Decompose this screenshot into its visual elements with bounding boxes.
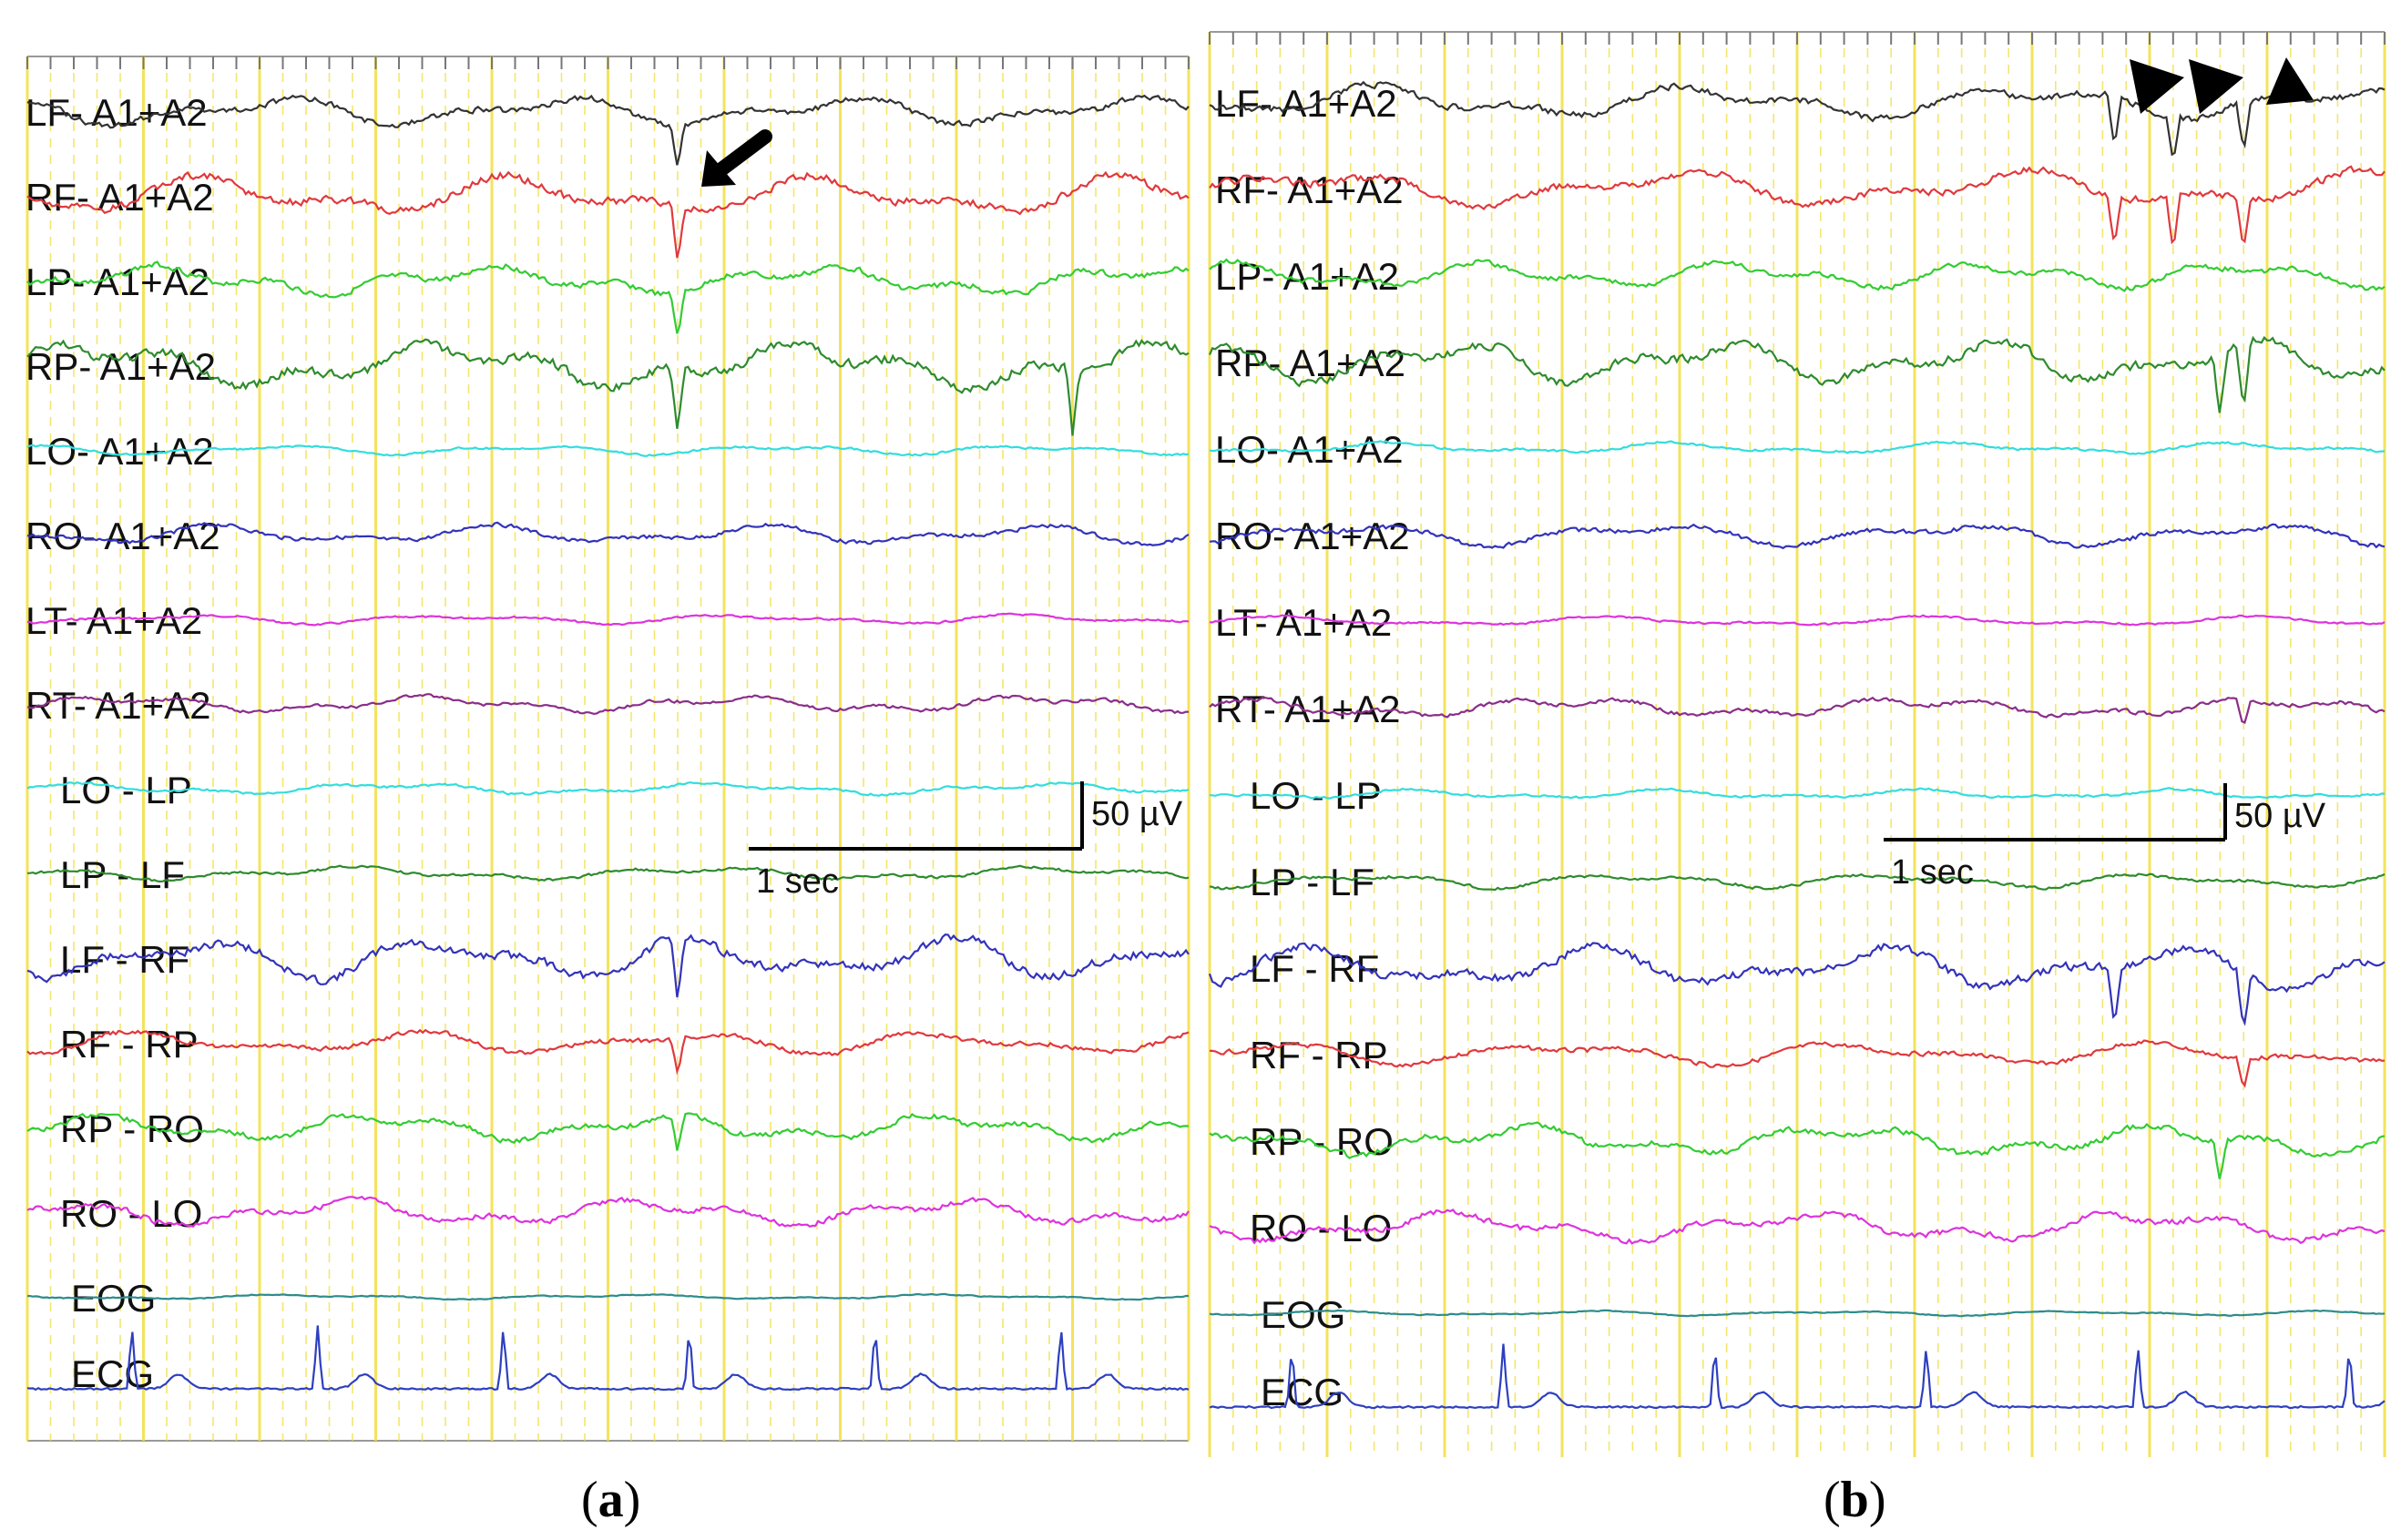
channel-label: LP- A1+A2 [1215,255,1399,298]
channel-eog: EOG [1209,1293,2386,1336]
channel-label: LO - LP [60,769,192,811]
channel-trace [26,933,1190,998]
channel-trace [26,864,1190,883]
spike-arrow-marker [701,129,772,187]
channel-label: LF - RF [1250,947,1379,990]
channel-lo-a1-a2: LO- A1+A2 [26,430,1190,473]
channel-lo-lp: LO - LP [26,769,1190,811]
channel-trace [1209,696,2386,725]
channel-rp-ro: RP - RO [1209,1120,2386,1179]
channel-label: RP - RO [1250,1120,1394,1163]
channel-trace [26,780,1190,797]
panel-a-caption: (a) [581,1472,641,1528]
channel-label: LF- A1+A2 [1215,82,1397,125]
channel-trace [1209,1343,2386,1410]
channel-ecg: ECG [1209,1343,2386,1413]
channel-label: RP- A1+A2 [1215,342,1405,384]
channel-trace [1208,942,2386,1026]
channel-label: RT- A1+A2 [1215,688,1401,730]
channel-trace [1209,258,2386,292]
channel-trace [26,94,1190,166]
channel-label: RO- A1+A2 [26,515,220,557]
eeg-panel-b: LF- A1+A2 RF- A1+A2 LP- A1+A2 RP- A1+A2 LO- … [1208,31,2386,1457]
channel-trace [1209,872,2386,892]
panel-b-caption: (b) [1824,1472,1886,1528]
channel-trace [1209,440,2386,455]
channel-trace [1208,335,2386,413]
grid [1208,31,2386,1457]
channel-lp-lf: LP - LF [1209,861,2386,903]
channel-lt-a1-a2: LT- A1+A2 [26,599,1190,642]
channel-lp-lf: LP - LF [26,853,1190,896]
channel-trace [26,692,1190,716]
channel-label: RP- A1+A2 [26,345,216,388]
time-scale-label: 1 sec [756,862,839,901]
channel-trace [26,1028,1190,1076]
channel-rp-a1-a2: RP- A1+A2 [26,338,1190,436]
channel-label: LF- A1+A2 [26,91,208,134]
channel-lp-a1-a2: LP- A1+A2 [26,260,1190,334]
channel-rt-a1-a2: RT- A1+A2 [1209,688,2386,730]
channel-label: RT- A1+A2 [26,684,211,727]
channel-trace [1209,80,2386,157]
channel-trace [1209,165,2386,245]
spike-arrow-marker [2130,59,2184,114]
channel-label: RO- A1+A2 [1215,515,1410,557]
channel-eog: EOG [26,1277,1189,1320]
channel-label: ECG [1261,1371,1344,1413]
spike-arrow-marker [2189,59,2243,114]
amplitude-scale-label: 50 µV [2234,797,2326,835]
time-scale-label: 1 sec [1891,853,1974,892]
eeg-panel-a: LF- A1+A2 RF- A1+A2 LP- A1+A2 RP- A1+A2 LO- … [26,56,1190,1442]
channel-lo-a1-a2: LO- A1+A2 [1209,428,2386,471]
channel-lt-a1-a2: LT- A1+A2 [1209,601,2386,644]
channel-ro-a1-a2: RO- A1+A2 [1209,515,2386,557]
scale-bar: 1 sec 50 µV [749,781,1183,901]
channel-lf-a1-a2: LF- A1+A2 [1209,80,2386,157]
channel-ro-lo: RO - LO [1209,1207,2386,1249]
channel-trace [26,1195,1190,1229]
channel-lo-lp: LO - LP [1209,774,2386,817]
channel-trace [1209,523,2386,550]
channel-lf-rf: LF - RF [26,933,1190,998]
channel-label: LF - RF [60,938,189,981]
channel-trace [26,1292,1189,1301]
channel-rf-a1-a2: RF- A1+A2 [1209,165,2386,245]
channel-trace [1209,614,2386,627]
channel-ro-a1-a2: RO- A1+A2 [26,515,1190,557]
channel-lf-a1-a2: LF- A1+A2 [26,91,1190,166]
channel-trace [1209,787,2386,800]
channel-rp-a1-a2: RP- A1+A2 [1208,335,2386,413]
scale-bar: 1 sec 50 µV [1884,783,2326,892]
channel-trace [1210,1039,2386,1088]
channel-trace [26,1325,1190,1392]
channel-trace [1209,1121,2386,1179]
channel-rf-rp: RF - RP [1210,1034,2386,1088]
channel-trace [26,260,1190,334]
channel-ro-lo: RO - LO [26,1192,1190,1235]
channel-lf-rf: LF - RF [1208,942,2386,1026]
channel-label: RF - RP [1250,1034,1388,1076]
channel-rf-rp: RF - RP [26,1023,1190,1076]
channel-trace [1209,1209,2386,1245]
channel-trace [26,338,1190,436]
channel-label: RF- A1+A2 [26,176,214,219]
channel-rp-ro: RP - RO [26,1107,1190,1151]
channel-trace [26,521,1190,546]
channel-trace [26,170,1190,259]
channel-trace [27,612,1190,627]
amplitude-scale-label: 50 µV [1091,795,1183,833]
channel-label: LP- A1+A2 [26,260,209,303]
spike-arrow-marker [2266,57,2314,105]
channel-lp-a1-a2: LP- A1+A2 [1209,255,2386,298]
channel-trace [26,1112,1190,1151]
channel-trace [1209,1309,2386,1318]
channel-rt-a1-a2: RT- A1+A2 [26,684,1190,727]
channel-rf-a1-a2: RF- A1+A2 [26,170,1190,259]
channel-trace [26,444,1190,457]
channel-label: LO- A1+A2 [26,430,214,473]
channel-ecg: ECG [26,1325,1190,1395]
